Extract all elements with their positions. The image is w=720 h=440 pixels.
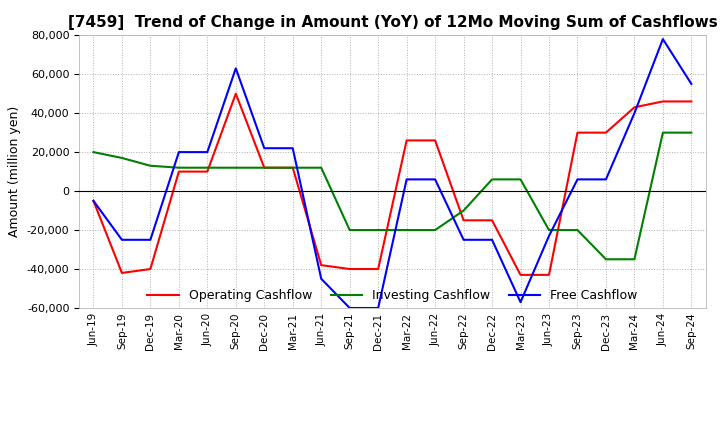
Operating Cashflow	[117, 270, 126, 275]
Investing Cashflow	[260, 165, 269, 170]
Free Cashflow	[545, 233, 554, 238]
Free Cashflow	[374, 305, 382, 311]
Investing Cashflow	[659, 130, 667, 135]
Free Cashflow	[89, 198, 98, 203]
Operating Cashflow	[374, 266, 382, 271]
Free Cashflow	[602, 177, 611, 182]
Operating Cashflow	[260, 165, 269, 170]
Investing Cashflow	[117, 155, 126, 161]
Y-axis label: Amount (million yen): Amount (million yen)	[9, 106, 22, 237]
Line: Investing Cashflow: Investing Cashflow	[94, 132, 691, 259]
Free Cashflow	[630, 110, 639, 116]
Investing Cashflow	[431, 227, 439, 233]
Operating Cashflow	[346, 266, 354, 271]
Operating Cashflow	[203, 169, 212, 174]
Free Cashflow	[232, 66, 240, 71]
Investing Cashflow	[402, 227, 411, 233]
Investing Cashflow	[602, 257, 611, 262]
Operating Cashflow	[459, 218, 468, 223]
Operating Cashflow	[289, 165, 297, 170]
Operating Cashflow	[431, 138, 439, 143]
Investing Cashflow	[545, 227, 554, 233]
Operating Cashflow	[659, 99, 667, 104]
Legend: Operating Cashflow, Investing Cashflow, Free Cashflow: Operating Cashflow, Investing Cashflow, …	[143, 284, 642, 307]
Free Cashflow	[260, 146, 269, 151]
Operating Cashflow	[232, 91, 240, 96]
Free Cashflow	[659, 37, 667, 42]
Investing Cashflow	[203, 165, 212, 170]
Investing Cashflow	[573, 227, 582, 233]
Operating Cashflow	[630, 105, 639, 110]
Investing Cashflow	[317, 165, 325, 170]
Operating Cashflow	[687, 99, 696, 104]
Operating Cashflow	[317, 263, 325, 268]
Free Cashflow	[289, 146, 297, 151]
Investing Cashflow	[487, 177, 496, 182]
Free Cashflow	[516, 300, 525, 305]
Investing Cashflow	[232, 165, 240, 170]
Free Cashflow	[402, 177, 411, 182]
Line: Operating Cashflow: Operating Cashflow	[94, 94, 691, 275]
Operating Cashflow	[516, 272, 525, 278]
Free Cashflow	[117, 237, 126, 242]
Investing Cashflow	[346, 227, 354, 233]
Investing Cashflow	[89, 150, 98, 155]
Operating Cashflow	[174, 169, 183, 174]
Investing Cashflow	[374, 227, 382, 233]
Title: [7459]  Trend of Change in Amount (YoY) of 12Mo Moving Sum of Cashflows: [7459] Trend of Change in Amount (YoY) o…	[68, 15, 717, 30]
Operating Cashflow	[602, 130, 611, 135]
Investing Cashflow	[687, 130, 696, 135]
Operating Cashflow	[89, 198, 98, 203]
Free Cashflow	[203, 150, 212, 155]
Investing Cashflow	[289, 165, 297, 170]
Free Cashflow	[146, 237, 155, 242]
Free Cashflow	[687, 81, 696, 87]
Investing Cashflow	[174, 165, 183, 170]
Free Cashflow	[573, 177, 582, 182]
Investing Cashflow	[516, 177, 525, 182]
Investing Cashflow	[146, 163, 155, 169]
Free Cashflow	[459, 237, 468, 242]
Free Cashflow	[431, 177, 439, 182]
Operating Cashflow	[146, 266, 155, 271]
Operating Cashflow	[545, 272, 554, 278]
Free Cashflow	[346, 305, 354, 311]
Operating Cashflow	[402, 138, 411, 143]
Investing Cashflow	[630, 257, 639, 262]
Free Cashflow	[317, 276, 325, 282]
Line: Free Cashflow: Free Cashflow	[94, 39, 691, 308]
Free Cashflow	[487, 237, 496, 242]
Free Cashflow	[174, 150, 183, 155]
Operating Cashflow	[573, 130, 582, 135]
Investing Cashflow	[459, 208, 468, 213]
Operating Cashflow	[487, 218, 496, 223]
